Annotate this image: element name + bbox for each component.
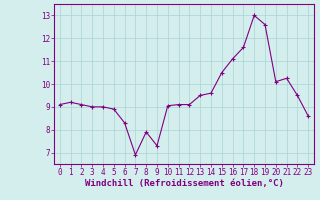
X-axis label: Windchill (Refroidissement éolien,°C): Windchill (Refroidissement éolien,°C) — [84, 179, 284, 188]
